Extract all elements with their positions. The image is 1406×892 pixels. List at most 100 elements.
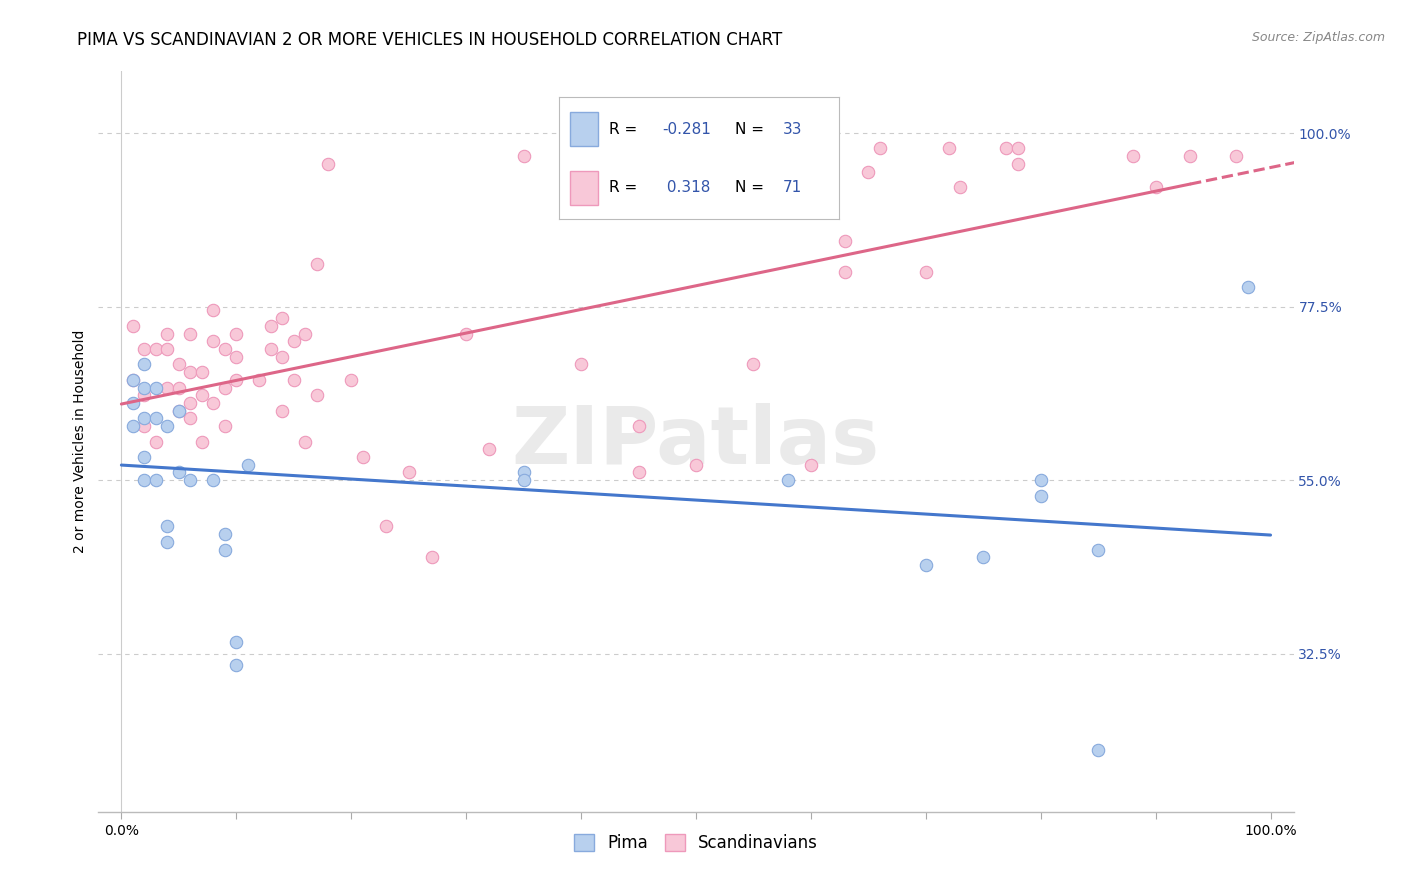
Point <box>1225 149 1247 163</box>
Point <box>914 265 936 279</box>
Point <box>179 473 201 487</box>
Point <box>134 419 156 434</box>
Point <box>167 466 190 480</box>
Point <box>191 434 214 449</box>
Point <box>627 419 650 434</box>
Point <box>214 380 236 394</box>
Point <box>271 350 294 364</box>
Point <box>1087 542 1109 557</box>
Point <box>225 326 247 341</box>
Point <box>605 157 627 171</box>
Point <box>294 434 316 449</box>
Point <box>352 450 374 464</box>
Point <box>374 519 396 533</box>
Point <box>1007 157 1029 171</box>
Point <box>398 466 420 480</box>
Point <box>179 365 201 379</box>
Point <box>202 473 225 487</box>
Point <box>156 380 179 394</box>
Point <box>156 519 179 533</box>
Point <box>742 358 765 372</box>
Point <box>214 527 236 541</box>
Point <box>134 450 156 464</box>
Legend: Pima, Scandinavians: Pima, Scandinavians <box>568 828 824 859</box>
Text: Source: ZipAtlas.com: Source: ZipAtlas.com <box>1251 31 1385 45</box>
Point <box>283 373 305 387</box>
Point <box>202 396 225 410</box>
Point <box>858 164 880 178</box>
Point <box>834 234 856 248</box>
Point <box>202 303 225 318</box>
Point <box>512 466 534 480</box>
Point <box>145 473 167 487</box>
Point <box>512 473 534 487</box>
Point <box>776 473 799 487</box>
Point <box>156 326 179 341</box>
Point <box>949 180 972 194</box>
Point <box>316 157 339 171</box>
Point <box>869 141 891 155</box>
Y-axis label: 2 or more Vehicles in Household: 2 or more Vehicles in Household <box>73 330 87 553</box>
Point <box>420 550 443 565</box>
Point <box>156 534 179 549</box>
Point <box>134 342 156 356</box>
Point <box>627 466 650 480</box>
Point <box>478 442 501 457</box>
Point <box>191 388 214 402</box>
Point <box>1029 473 1052 487</box>
Point <box>145 380 167 394</box>
Point <box>134 388 156 402</box>
Point <box>1087 743 1109 757</box>
Point <box>914 558 936 572</box>
Point <box>1029 489 1052 503</box>
Point <box>134 473 156 487</box>
Point <box>834 265 856 279</box>
Point <box>1236 280 1258 294</box>
Point <box>1007 141 1029 155</box>
Point <box>179 396 201 410</box>
Point <box>294 326 316 341</box>
Point <box>972 550 994 565</box>
Point <box>134 380 156 394</box>
Point <box>167 358 190 372</box>
Point <box>225 658 247 673</box>
Point <box>305 257 328 271</box>
Point <box>167 403 190 417</box>
Point <box>569 358 592 372</box>
Point <box>995 141 1018 155</box>
Point <box>271 403 294 417</box>
Point <box>225 373 247 387</box>
Point <box>1122 149 1144 163</box>
Point <box>202 334 225 349</box>
Point <box>225 350 247 364</box>
Point <box>122 373 145 387</box>
Point <box>191 365 214 379</box>
Point <box>167 380 190 394</box>
Point <box>260 342 283 356</box>
Point <box>179 326 201 341</box>
Point <box>145 411 167 425</box>
Text: ZIPatlas: ZIPatlas <box>512 402 880 481</box>
Point <box>156 419 179 434</box>
Point <box>214 419 236 434</box>
Point <box>340 373 363 387</box>
Point <box>1144 180 1167 194</box>
Point <box>260 318 283 333</box>
Point <box>122 373 145 387</box>
Point <box>456 326 478 341</box>
Point <box>122 419 145 434</box>
Point <box>283 334 305 349</box>
Point <box>685 458 707 472</box>
Text: PIMA VS SCANDINAVIAN 2 OR MORE VEHICLES IN HOUSEHOLD CORRELATION CHART: PIMA VS SCANDINAVIAN 2 OR MORE VEHICLES … <box>77 31 783 49</box>
Point <box>214 542 236 557</box>
Point <box>134 358 156 372</box>
Point <box>122 318 145 333</box>
Point <box>145 342 167 356</box>
Point <box>247 373 270 387</box>
Point <box>122 396 145 410</box>
Point <box>800 458 823 472</box>
Point <box>271 311 294 326</box>
Point <box>1178 149 1201 163</box>
Point <box>225 635 247 649</box>
Point <box>179 411 201 425</box>
